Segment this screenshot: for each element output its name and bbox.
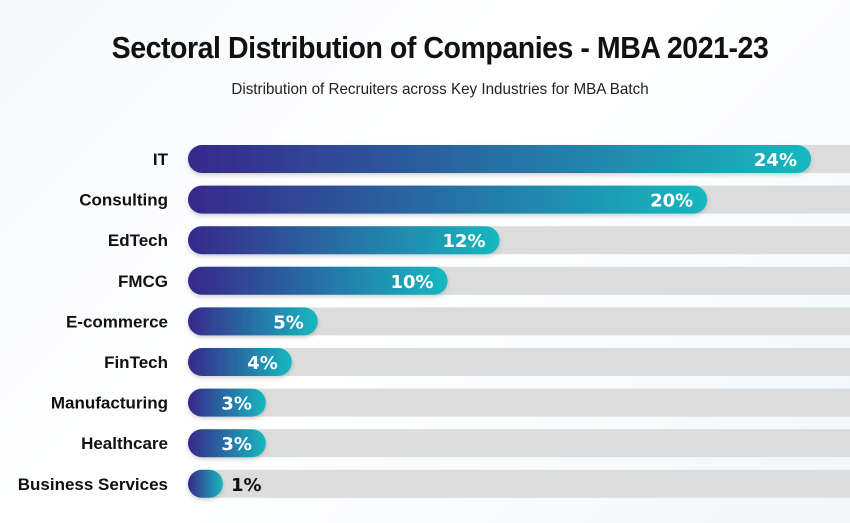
bar	[188, 388, 266, 417]
bar-row: FMCG 10%	[118, 266, 850, 295]
value-label: 24%	[754, 150, 797, 171]
bar	[188, 348, 292, 376]
bar	[188, 145, 811, 173]
chart-subtitle: Distribution of Recruiters across Key In…	[231, 81, 649, 98]
bar-row: EdTech 12%	[108, 226, 850, 255]
category-label: Manufacturing	[51, 394, 168, 413]
bar-row: IT 24%	[153, 145, 850, 173]
category-label: FinTech	[104, 353, 168, 372]
bar	[188, 429, 266, 458]
bar-track	[198, 388, 850, 417]
category-label: FMCG	[118, 272, 168, 291]
category-label: Consulting	[79, 191, 168, 210]
bar-row: FinTech 4%	[104, 348, 850, 376]
category-label: EdTech	[108, 231, 168, 250]
category-label: Business Services	[18, 475, 168, 494]
bar	[188, 266, 448, 295]
bar-row: Healthcare 3%	[81, 429, 850, 458]
chart-title: Sectoral Distribution of Companies - MBA…	[111, 30, 769, 65]
bar-row: Business Services 1%	[18, 469, 850, 498]
value-label: 1%	[231, 475, 262, 496]
bar	[188, 307, 318, 336]
value-label: 4%	[247, 353, 278, 374]
bar-row: E-commerce 5%	[66, 307, 850, 336]
bar	[188, 185, 708, 214]
bar-track	[198, 469, 850, 498]
category-label: Healthcare	[81, 434, 168, 453]
value-label: 5%	[273, 312, 304, 333]
bar-row: Manufacturing 3%	[51, 388, 850, 417]
bar-track	[198, 429, 850, 458]
value-label: 10%	[390, 272, 433, 293]
bar	[188, 469, 223, 498]
bar-row: Consulting 20%	[79, 185, 850, 214]
category-label: IT	[153, 150, 169, 169]
value-label: 3%	[221, 434, 252, 455]
category-label: E-commerce	[66, 312, 168, 331]
value-label: 12%	[442, 231, 485, 252]
bar-track	[198, 348, 850, 376]
bar	[188, 226, 500, 255]
value-label: 3%	[221, 394, 252, 415]
value-label: 20%	[650, 191, 693, 212]
